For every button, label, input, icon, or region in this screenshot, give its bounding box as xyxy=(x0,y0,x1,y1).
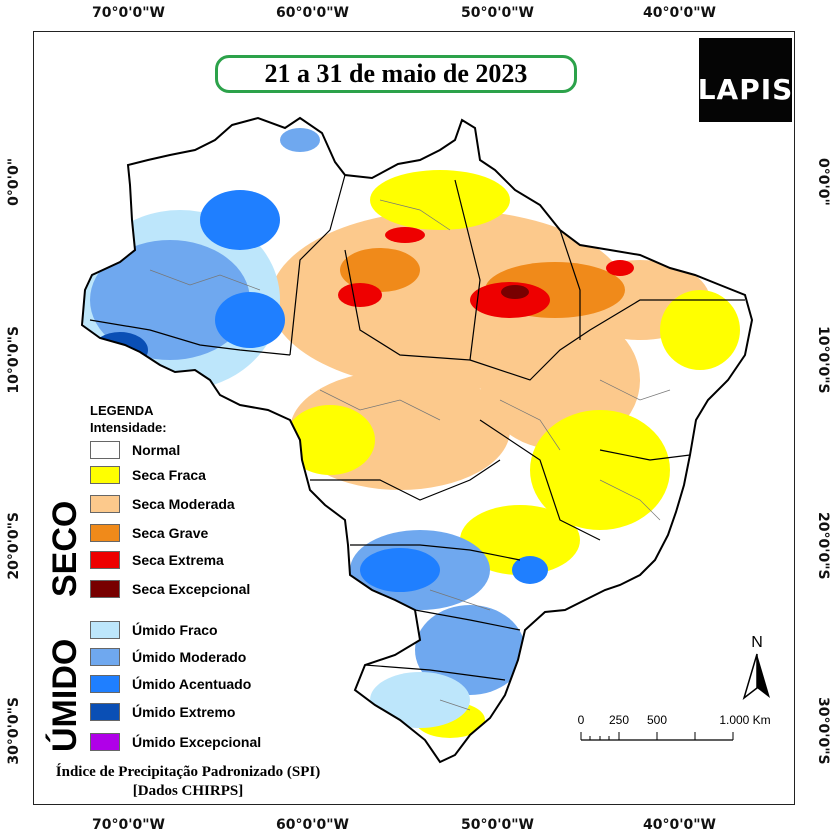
legend-item-seca-fraca: Seca Fraca xyxy=(90,466,206,484)
lon-tick-top-2: 60°0'0"W xyxy=(276,5,349,21)
lon-tick-bottom-2: 60°0'0"W xyxy=(276,817,349,833)
legend-swatch xyxy=(90,551,120,569)
legend-item-seca-grave: Seca Grave xyxy=(90,524,208,542)
legend-label: Úmido Excepcional xyxy=(132,734,262,750)
lat-tick-right-2: 10°0'0"S xyxy=(815,326,831,394)
legend-label: Seca Moderada xyxy=(132,496,235,512)
legend-swatch xyxy=(90,733,120,751)
legend-swatch xyxy=(90,524,120,542)
lon-tick-bottom-3: 50°0'0"W xyxy=(461,817,534,833)
north-arrow-icon: N xyxy=(742,634,770,701)
lon-tick-top-4: 40°0'0"W xyxy=(643,5,716,21)
lat-tick-right-4: 30°0'0"S xyxy=(815,697,831,765)
legend-item-umido-moderado: Úmido Moderado xyxy=(90,648,246,666)
map-title: 21 a 31 de maio de 2023 xyxy=(264,59,528,88)
legend-label: Seca Grave xyxy=(132,525,209,541)
scale-label-250: 250 xyxy=(609,713,629,727)
legend-heading-block: LEGENDA Intensidade: xyxy=(90,402,167,436)
legend-label: Úmido Acentuado xyxy=(132,676,252,692)
scale-label-0: 0 xyxy=(578,713,585,727)
legend-swatch xyxy=(90,580,120,598)
legend-dry-group-label: SECO xyxy=(46,500,84,597)
map-footer: Índice de Precipitação Padronizado (SPI)… xyxy=(48,763,328,801)
scale-label-1000: 1.000 Km xyxy=(719,713,770,727)
legend-swatch xyxy=(90,441,120,459)
legend-label: Seca Fraca xyxy=(132,467,206,483)
legend-item-umido-acentuado: Úmido Acentuado xyxy=(90,675,251,693)
lat-tick-right-1: 0°0'0" xyxy=(815,158,831,206)
lon-tick-bottom-1: 70°0'0"W xyxy=(92,817,165,833)
legend-label: Normal xyxy=(132,442,181,458)
legend-swatch xyxy=(90,703,120,721)
legend-heading: LEGENDA xyxy=(90,403,154,418)
legend-item-umido-extremo: Úmido Extremo xyxy=(90,703,235,721)
legend-swatch xyxy=(90,621,120,639)
legend-swatch xyxy=(90,675,120,693)
legend-item-umido-fraco: Úmido Fraco xyxy=(90,621,218,639)
legend-swatch xyxy=(90,466,120,484)
legend-wet-group-label: ÚMIDO xyxy=(46,638,84,752)
map-title-box: 21 a 31 de maio de 2023 xyxy=(215,55,577,93)
lapis-logo: LAPIS xyxy=(697,38,794,122)
legend-swatch xyxy=(90,495,120,513)
footer-line-1: Índice de Precipitação Padronizado (SPI) xyxy=(55,764,321,780)
legend-item-umido-excepcional: Úmido Excepcional xyxy=(90,733,261,751)
legend-item-seca-excepcional: Seca Excepcional xyxy=(90,580,250,598)
legend-label: Úmido Fraco xyxy=(132,622,218,638)
legend-swatch xyxy=(90,648,120,666)
footer-line-2: [Dados CHIRPS] xyxy=(132,783,244,799)
logo-text: LAPIS xyxy=(697,72,794,106)
north-label: N xyxy=(751,634,763,651)
lon-tick-top-1: 70°0'0"W xyxy=(92,5,165,21)
legend-item-normal: Normal xyxy=(90,441,180,459)
legend-label: Seca Extrema xyxy=(132,552,224,568)
scale-label-500: 500 xyxy=(647,713,667,727)
legend-item-seca-moderada: Seca Moderada xyxy=(90,495,235,513)
legend-label: Seca Excepcional xyxy=(132,581,251,597)
lat-tick-right-3: 20°0'0"S xyxy=(815,512,831,580)
legend-item-seca-extrema: Seca Extrema xyxy=(90,551,224,569)
scale-bar: 0 250 500 1.000 Km xyxy=(578,713,771,741)
legend-label: Úmido Moderado xyxy=(132,649,247,665)
legend-label: Úmido Extremo xyxy=(132,704,236,720)
legend-subheading: Intensidade: xyxy=(90,420,167,435)
lon-tick-top-3: 50°0'0"W xyxy=(461,5,534,21)
lon-tick-bottom-4: 40°0'0"W xyxy=(643,817,716,833)
